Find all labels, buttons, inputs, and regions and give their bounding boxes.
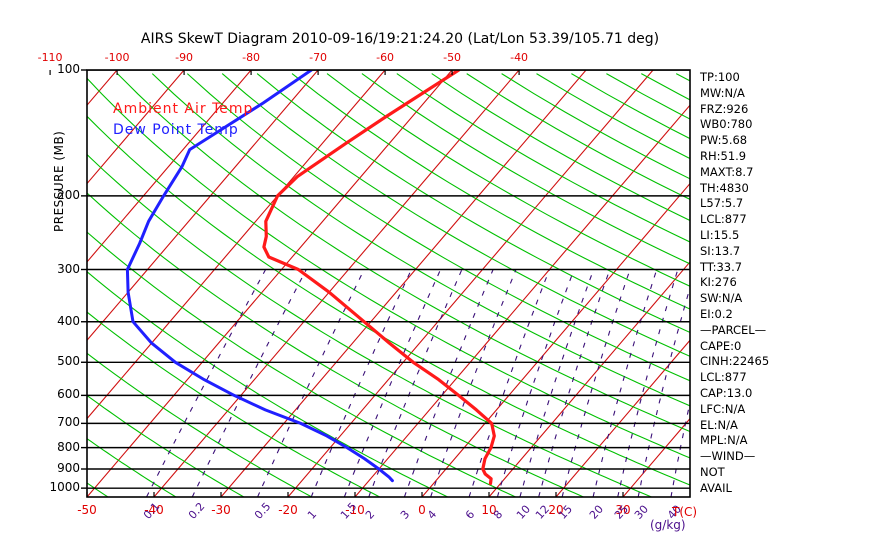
mixing-ratio-tick-1: 1 [305, 507, 320, 522]
parameter-14: SW:N/A [700, 291, 743, 306]
pressure-axis-title: PRESSURE (MB) [52, 130, 66, 232]
legend-ambient-air-temp: Ambient Air Temp [113, 101, 254, 117]
parameter-16: —PARCEL— [700, 322, 767, 337]
parameter-3: WB0:780 [700, 117, 753, 132]
top-temp-tick-2: -100 [104, 51, 130, 64]
page-title: AIRS SkewT Diagram 2010-09-16/19:21:24.2… [140, 31, 660, 47]
pressure-tick-400: 400 [57, 313, 80, 328]
mixing-ratio-axis-caption: (g/kg) [650, 518, 686, 532]
top-temp-tick-7: -50 [443, 51, 462, 64]
pressure-tick-600: 600 [57, 387, 80, 402]
bottom-temp-tick-1: -40 [144, 503, 164, 517]
axis-ticks [49, 69, 624, 497]
ambient-air-temp-curve [262, 70, 496, 486]
pressure-tick-800: 800 [57, 439, 80, 454]
mixing-ratio-lines [146, 269, 690, 497]
parameter-21: LFC:N/A [700, 401, 746, 416]
temperature-axis-caption: T(C) [672, 505, 698, 519]
parameter-19: LCL:877 [700, 370, 747, 385]
parameter-13: KI:276 [700, 275, 737, 290]
bottom-temp-tick-7: 20 [548, 503, 564, 517]
parameter-17: CAPE:0 [700, 338, 742, 353]
top-temp-tick-8: -40 [510, 51, 529, 64]
pressure-tick-200: 200 [57, 187, 80, 202]
parameter-23: MPL:N/A [700, 433, 748, 448]
parameter-12: TT:33.7 [700, 259, 743, 274]
top-temp-tick-0: -120 [0, 51, 7, 64]
parameter-4: PW:5.68 [700, 133, 748, 148]
pressure-tick-100: 100 [57, 62, 80, 76]
top-temp-tick-6: -60 [376, 51, 395, 64]
pressure-tick-1000: 1000 [49, 480, 80, 495]
parameter-9: LCL:877 [700, 212, 747, 227]
legend-dew-point-temp: Dew Point Temp [113, 122, 239, 138]
parameter-1: MW:N/A [700, 85, 745, 100]
parameter-panel: TP:100 MW:N/A FRZ:926 WB0:780 PW:5.68 RH:51.9… [700, 70, 820, 497]
top-temp-tick-3: -90 [175, 51, 194, 64]
parameter-18: CINH:22465 [700, 354, 770, 369]
parameter-8: L57:5.7 [700, 196, 744, 211]
pressure-tick-700: 700 [57, 415, 80, 430]
top-temp-tick-1: -110 [37, 51, 63, 64]
bottom-temp-tick-6: 10 [481, 503, 497, 517]
parameter-24: —WIND— [700, 449, 756, 464]
bottom-temp-tick-5: 0 [418, 503, 426, 517]
pressure-tick-900: 900 [57, 461, 80, 475]
parameter-25: NOT [700, 464, 725, 479]
pressure-tick-300: 300 [57, 261, 80, 276]
bottom-temp-tick-8: 30 [615, 503, 631, 517]
parameter-10: LI:15.5 [700, 227, 740, 242]
bottom-temp-tick-0: -50 [77, 503, 97, 517]
parameter-11: SI:13.7 [700, 243, 741, 258]
parameter-20: CAP:13.0 [700, 385, 753, 400]
bottom-temp-tick-4: -10 [345, 503, 365, 517]
top-temp-tick-4: -80 [242, 51, 261, 64]
parameter-7: TH:4830 [700, 180, 749, 195]
bottom-temp-tick-2: -30 [211, 503, 231, 517]
pressure-tick-500: 500 [57, 354, 80, 369]
parameter-0: TP:100 [700, 70, 740, 84]
bottom-temp-tick-3: -20 [278, 503, 298, 517]
parameter-5: RH:51.9 [700, 148, 747, 163]
parameter-22: EL:N/A [700, 417, 738, 432]
top-temp-tick-5: -70 [309, 51, 328, 64]
parameter-26: AVAIL [700, 480, 732, 495]
parameter-6: MAXT:8.7 [700, 164, 754, 179]
parameter-2: FRZ:926 [700, 101, 749, 116]
parameter-15: EI:0.2 [700, 306, 733, 321]
